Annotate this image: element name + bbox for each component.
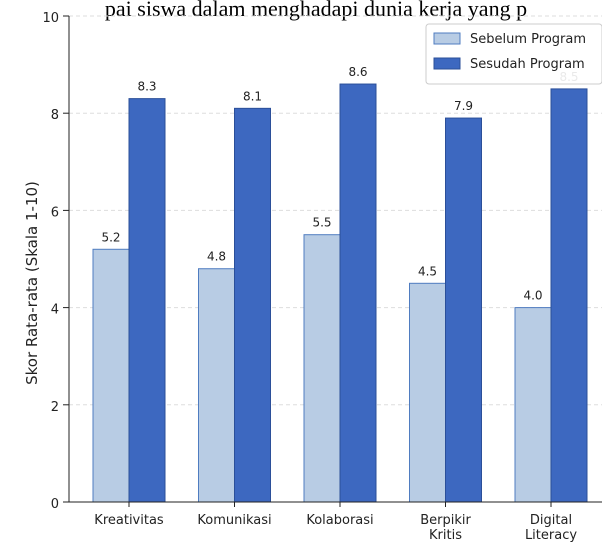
bar: [514, 307, 552, 503]
legend-label: Sebelum Program: [470, 32, 586, 47]
y-tick-label: 8: [51, 108, 59, 123]
bar: [198, 268, 235, 503]
bar: [92, 248, 130, 503]
legend-box: [425, 23, 602, 85]
bar: [409, 282, 446, 503]
chart-title: pai siswa dalam menghadapi dunia kerja y…: [105, 0, 527, 21]
bar: [445, 117, 482, 503]
y-tick-label: 0: [51, 497, 59, 512]
data-label: 8.1: [243, 89, 262, 103]
y-axis-ticks: 0 2 4 6 8 10: [42, 11, 69, 512]
data-label: 5.5: [312, 216, 331, 230]
y-tick-label: 10: [42, 11, 59, 26]
legend-swatch: [433, 32, 461, 45]
data-label: 7.9: [454, 99, 473, 113]
axes: [68, 16, 602, 503]
data-labels: 5.28.34.88.15.58.64.57.94.08.5: [101, 65, 578, 303]
x-axis-ticks: Kreativitas Komunikasi Kolaborasi Berpikir K…: [94, 502, 577, 543]
legend: Sebelum Program Sesudah Program: [425, 23, 602, 85]
x-tick-label-line: Kritis: [429, 528, 462, 543]
data-label: 4.0: [523, 289, 542, 303]
bar: [128, 98, 166, 503]
data-label: 4.8: [207, 250, 226, 264]
y-tick-label: 4: [51, 303, 59, 318]
data-label: 5.2: [101, 230, 120, 244]
y-tick-label: 2: [51, 400, 59, 415]
legend-label: Sesudah Program: [470, 57, 585, 72]
x-tick-label: Kolaborasi: [306, 513, 373, 528]
y-tick-label: 6: [51, 205, 59, 220]
bar: [303, 234, 341, 503]
bars: [92, 83, 588, 503]
x-tick-label-line: Kreativitas: [94, 513, 164, 528]
legend-swatch: [433, 57, 461, 70]
x-tick-label-line: Berpikir: [420, 513, 471, 528]
x-tick-label-line: Kolaborasi: [306, 513, 373, 528]
x-tick-label-line: Literacy: [525, 528, 577, 543]
data-label: 4.5: [418, 264, 437, 278]
x-tick-label: Kreativitas: [94, 513, 164, 528]
x-tick-label: Berpikir Kritis: [420, 513, 471, 543]
x-tick-label: Digital Literacy: [525, 513, 577, 543]
bar: [339, 83, 377, 503]
bar: [550, 88, 588, 503]
y-axis-label: Skor Rata-rata (Skala 1-10): [23, 181, 41, 385]
x-tick-label-line: Digital: [530, 513, 572, 528]
data-label: 8.6: [348, 65, 367, 79]
x-tick-label: Komunikasi: [197, 513, 271, 528]
data-label: 8.3: [137, 80, 156, 94]
bar: [234, 107, 271, 503]
x-tick-label-line: Komunikasi: [197, 513, 271, 528]
